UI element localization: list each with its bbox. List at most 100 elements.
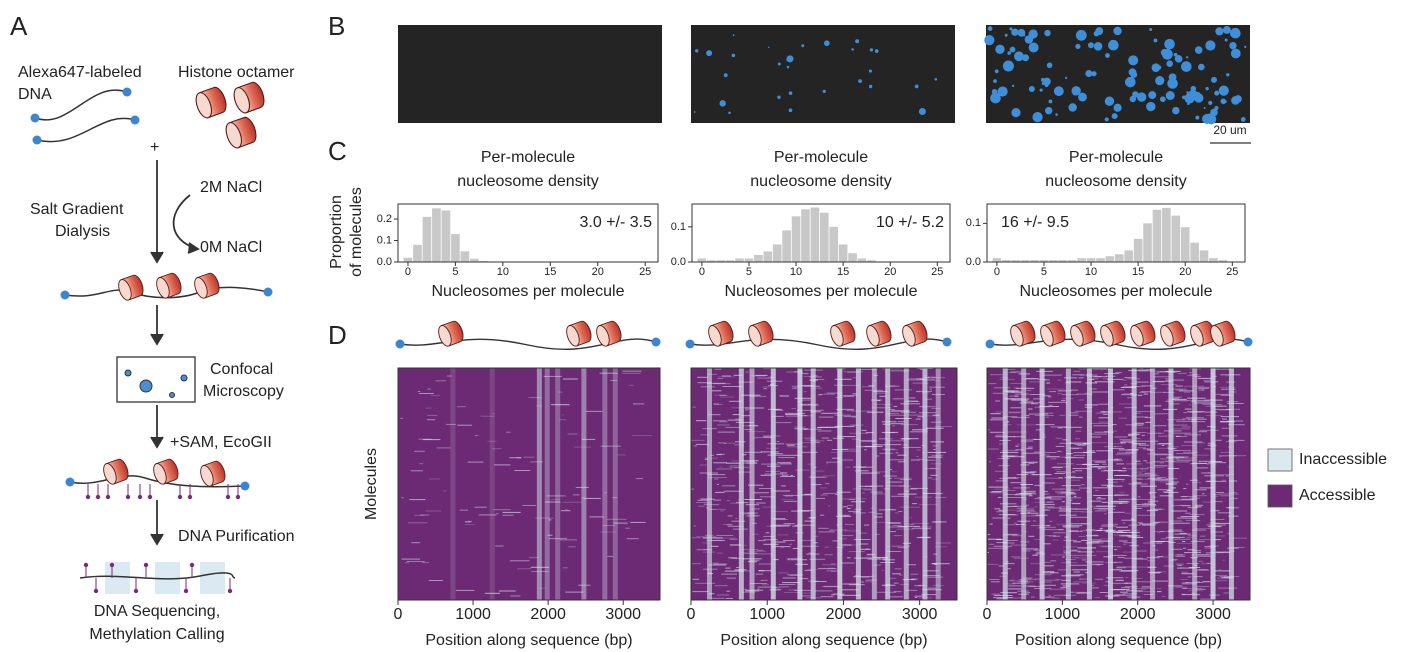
heatmap-texture <box>988 449 999 450</box>
heatmap-texture <box>864 525 869 526</box>
droplet <box>1160 96 1166 102</box>
heatmap-texture <box>1138 447 1146 448</box>
heatmap-texture <box>702 428 717 429</box>
heatmap-texture <box>860 369 877 370</box>
heatmap-texture <box>1111 501 1128 502</box>
heatmap-texture <box>1114 437 1127 438</box>
heatmap-texture <box>826 463 828 464</box>
heatmap-texture <box>1128 588 1137 589</box>
heatmap-texture <box>414 451 425 452</box>
heatmap-texture <box>523 457 534 458</box>
heatmap-texture <box>493 413 495 414</box>
heatmap-texture <box>818 528 829 529</box>
histogram-bar <box>1124 250 1133 262</box>
heatmap-texture <box>1043 494 1049 495</box>
heatmap-texture <box>1056 446 1065 447</box>
heatmap-texture <box>780 463 792 464</box>
histogram-bar <box>745 258 754 262</box>
heatmap-texture <box>720 397 734 398</box>
heatmap-texture <box>1047 525 1050 526</box>
heatmap-texture <box>1213 535 1226 536</box>
heatmap-texture <box>1067 497 1081 498</box>
heatmap-texture <box>779 584 796 585</box>
heatmap-texture <box>1164 566 1174 567</box>
heatmap-texture <box>764 539 778 540</box>
heatmap-texture <box>1091 585 1095 586</box>
heatmap-texture <box>836 492 850 493</box>
heatmap-texture <box>909 398 915 399</box>
heatmap-background <box>398 368 660 600</box>
heatmap-texture <box>1043 434 1045 435</box>
heatmap-texture <box>862 493 865 494</box>
heatmap-texture <box>485 593 500 594</box>
heatmap-texture <box>894 406 898 407</box>
heatmap-texture <box>836 547 843 548</box>
heatmap-texture <box>1156 480 1169 481</box>
heatmap-texture <box>714 479 718 480</box>
heatmap-texture <box>994 489 1010 490</box>
heatmap-texture <box>1004 540 1018 541</box>
heatmap-texture <box>1101 538 1114 539</box>
heatmap-texture <box>1098 497 1101 498</box>
heatmap-texture <box>1182 583 1197 584</box>
heatmap-texture <box>1016 446 1019 447</box>
heatmap-texture <box>1188 549 1195 550</box>
heatmap-texture <box>1099 422 1109 423</box>
heatmap-texture <box>900 507 920 508</box>
heatmap-texture <box>887 522 898 523</box>
droplet <box>1040 88 1043 91</box>
heatmap-texture <box>1082 559 1086 560</box>
droplet <box>984 35 994 45</box>
heatmap-texture <box>1135 452 1137 453</box>
heatmap-texture <box>1146 462 1152 463</box>
heatmap-texture <box>772 525 791 526</box>
heatmap-texture <box>1032 515 1047 516</box>
heatmap-texture <box>785 444 802 445</box>
heatmap-texture <box>713 462 727 463</box>
x-tick-label: 10 <box>790 266 802 278</box>
heatmap-texture <box>919 597 932 598</box>
heatmap-texture <box>991 492 1004 493</box>
heatmap-texture <box>771 368 776 600</box>
heatmap-texture <box>1109 569 1122 570</box>
heatmap-texture <box>1172 549 1183 550</box>
heatmap-texture <box>475 507 487 508</box>
droplet <box>1223 26 1231 34</box>
heatmap-texture <box>1064 427 1082 428</box>
heatmap-texture <box>935 426 952 427</box>
heatmap-texture <box>1025 592 1030 593</box>
heatmap-texture <box>761 580 768 581</box>
heatmap-texture <box>742 553 758 554</box>
droplet <box>1215 27 1223 35</box>
heatmap-texture <box>1180 496 1187 497</box>
heatmap-texture <box>547 495 566 496</box>
heatmap-texture <box>755 553 773 554</box>
heatmap-texture <box>903 444 908 445</box>
heatmap-texture <box>751 375 766 376</box>
heatmap-texture <box>889 409 895 410</box>
heatmap-texture <box>827 427 840 428</box>
heatmap-texture <box>1176 389 1187 390</box>
heatmap-texture <box>1090 506 1109 507</box>
heatmap-texture <box>1156 543 1163 544</box>
heatmap-texture <box>1022 472 1037 473</box>
heatmap-texture <box>1067 509 1071 510</box>
heatmap-texture <box>1097 564 1100 565</box>
heatmap-texture <box>1175 386 1183 387</box>
heatmap-texture <box>757 378 774 379</box>
heatmap-texture <box>790 559 807 560</box>
heatmap-texture <box>710 509 717 510</box>
heatmap-texture <box>1096 450 1113 451</box>
dna-end <box>264 288 273 297</box>
heatmap-texture <box>1069 565 1087 566</box>
heatmap-texture <box>922 589 942 590</box>
heatmap-texture <box>1126 452 1136 453</box>
heatmap-texture <box>1057 493 1071 494</box>
heatmap-texture <box>760 496 775 497</box>
heatmap-texture <box>818 568 836 569</box>
heatmap-texture <box>1230 551 1235 552</box>
droplet <box>728 112 731 115</box>
heatmap-texture <box>1089 423 1109 424</box>
x-tick-label: 20 <box>1179 266 1191 278</box>
heatmap-texture <box>874 380 876 381</box>
